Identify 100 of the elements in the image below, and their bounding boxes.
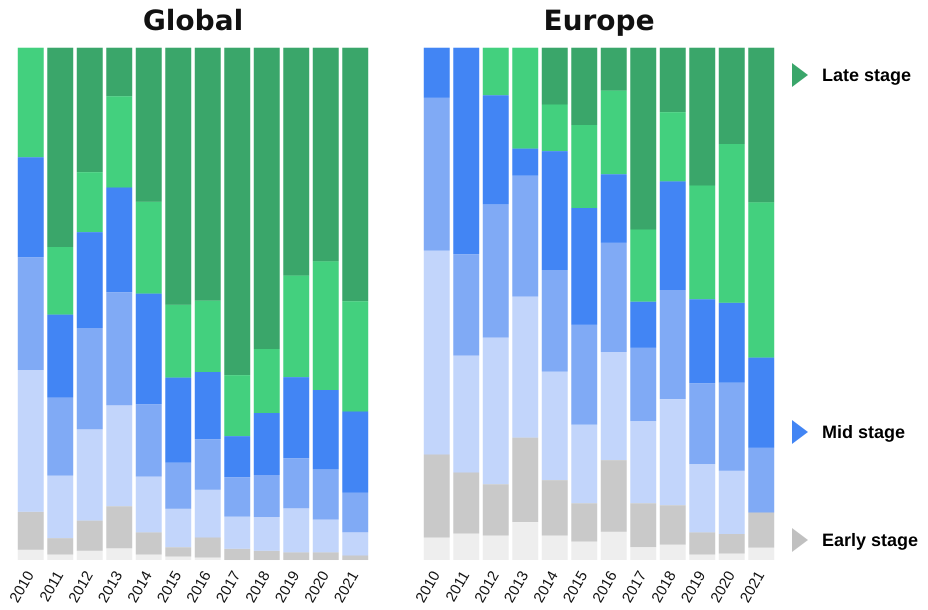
bar — [342, 411, 368, 492]
bar — [630, 48, 656, 230]
bar — [76, 520, 103, 551]
bar — [106, 405, 132, 506]
bar — [600, 352, 627, 460]
bar — [689, 185, 716, 300]
bar — [630, 348, 656, 422]
bar — [342, 301, 368, 412]
bar — [630, 421, 656, 504]
bar — [106, 548, 132, 560]
bar — [630, 547, 656, 560]
bar — [47, 476, 74, 538]
bar — [660, 544, 686, 560]
bar — [424, 538, 450, 560]
bar — [224, 477, 250, 517]
bar — [18, 550, 44, 560]
bar — [136, 404, 162, 477]
bar — [600, 532, 627, 560]
bar — [47, 554, 74, 560]
bar — [136, 202, 162, 294]
bar — [47, 48, 74, 247]
bar — [106, 188, 132, 292]
bar — [47, 314, 74, 398]
bar — [424, 98, 450, 251]
bar — [482, 48, 509, 96]
bar — [18, 512, 44, 550]
bar — [718, 302, 745, 383]
bar — [194, 439, 221, 490]
bar — [718, 382, 745, 471]
bar — [165, 508, 192, 548]
bar — [254, 348, 280, 414]
text: Early stage — [822, 530, 918, 550]
bar — [283, 377, 310, 458]
text: Late stage — [822, 64, 912, 86]
bar — [312, 261, 339, 390]
bar — [106, 292, 132, 406]
bar — [600, 90, 627, 174]
bar — [748, 202, 774, 358]
bar — [689, 554, 716, 560]
bar — [165, 378, 192, 463]
bar — [748, 512, 774, 548]
chart-title: Europe — [543, 4, 655, 38]
bar — [689, 464, 716, 532]
bar — [47, 398, 74, 476]
bar — [660, 112, 686, 182]
bar — [47, 246, 74, 315]
text: Mid stage — [822, 422, 906, 442]
bar — [571, 503, 598, 542]
bar — [571, 424, 598, 504]
bar — [512, 522, 538, 560]
bar — [165, 48, 192, 305]
bar — [482, 536, 509, 560]
bar — [748, 548, 774, 560]
bar — [18, 257, 44, 370]
bar — [718, 470, 745, 534]
bar — [165, 462, 192, 509]
bar — [630, 302, 656, 348]
bar — [312, 469, 339, 520]
bar — [224, 48, 250, 376]
bar — [542, 480, 568, 536]
bar — [718, 144, 745, 303]
bar — [47, 538, 74, 554]
bar — [254, 550, 280, 560]
bar — [76, 550, 103, 560]
bar — [283, 458, 310, 508]
bar — [283, 276, 310, 378]
bar — [76, 328, 103, 430]
bar — [600, 48, 627, 91]
bar — [194, 372, 221, 440]
bar — [165, 547, 192, 557]
bar — [342, 492, 368, 532]
bar — [542, 270, 568, 372]
bar — [600, 174, 627, 243]
bar — [254, 48, 280, 349]
bar — [512, 48, 538, 149]
bar — [660, 505, 686, 545]
bar — [254, 413, 280, 476]
bar — [194, 300, 221, 372]
bar — [748, 358, 774, 448]
bar — [194, 490, 221, 538]
bar — [512, 438, 538, 522]
bar — [424, 48, 450, 98]
bar — [571, 124, 598, 208]
bar — [689, 383, 716, 464]
bar — [194, 538, 221, 558]
bar — [136, 532, 162, 554]
bar — [165, 304, 192, 378]
bar — [224, 436, 250, 478]
bar — [224, 516, 250, 549]
bar — [194, 48, 221, 301]
bar — [542, 151, 568, 270]
bar — [630, 230, 656, 302]
bar — [106, 506, 132, 548]
bar — [342, 532, 368, 556]
bar — [542, 48, 568, 104]
bar — [136, 294, 162, 404]
bar — [482, 204, 509, 338]
bar — [660, 290, 686, 400]
bar — [18, 157, 44, 258]
bar — [424, 250, 450, 455]
